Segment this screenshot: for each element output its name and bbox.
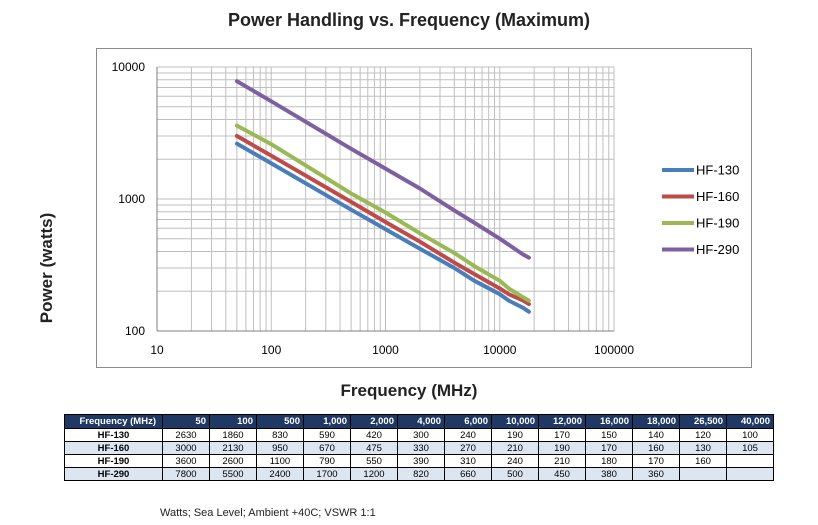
table-cell: 1200 <box>350 467 398 481</box>
series-line-hf-160 <box>234 134 531 307</box>
table-cell: 590 <box>303 428 351 442</box>
table-cell: 2400 <box>256 467 304 481</box>
x-tick-label: 1000 <box>372 343 399 357</box>
table-header-cell: 500 <box>256 414 304 429</box>
table-cell: 160 <box>632 441 680 455</box>
table-row: HF-290 7800 5500 2400 1700 1200 820 660 500 450 38… <box>64 467 774 481</box>
table-row-label: HF-190 <box>64 454 163 468</box>
table-cell: 160 <box>679 454 727 468</box>
legend-label-hf-130: HF-130 <box>696 163 739 178</box>
table-cell: 170 <box>538 428 586 442</box>
chart-canvas: 10 100 1000 10000 100000 100 1000 10000 HF-130 HF… <box>112 60 740 357</box>
table-row-label: HF-130 <box>64 428 163 442</box>
series-line-hf-130 <box>234 141 531 314</box>
table-cell: 670 <box>303 441 351 455</box>
table-cell: 7800 <box>162 467 210 481</box>
x-axis-label: Frequency (MHz) <box>340 381 478 400</box>
table-cell <box>726 454 774 468</box>
table-row: HF-190 3600 2600 1100 790 550 390 310 240 210 180 1… <box>64 454 774 468</box>
table-row-label: HF-290 <box>64 467 163 481</box>
table-cell: 2130 <box>209 441 257 455</box>
table-cell: 475 <box>350 441 398 455</box>
table-cell: 180 <box>585 454 633 468</box>
table-cell <box>726 467 774 481</box>
table-cell: 500 <box>491 467 539 481</box>
table-cell: 950 <box>256 441 304 455</box>
table-cell: 300 <box>397 428 445 442</box>
table-cell: 130 <box>679 441 727 455</box>
table-cell: 660 <box>444 467 492 481</box>
table-header-cell: 50 <box>162 414 210 429</box>
table-cell: 3000 <box>162 441 210 455</box>
table-header-cell: 26,500 <box>679 414 727 429</box>
table-cell: 1700 <box>303 467 351 481</box>
y-tick-label: 10000 <box>112 60 146 74</box>
table-cell: 105 <box>726 441 774 455</box>
table-cell: 210 <box>538 454 586 468</box>
table-cell: 820 <box>397 467 445 481</box>
table-cell: 310 <box>444 454 492 468</box>
table-cell: 830 <box>256 428 304 442</box>
table-cell: 1860 <box>209 428 257 442</box>
table-row: HF-160 3000 2130 950 670 475 330 270 210 190 170 16… <box>64 441 774 455</box>
footnote: Watts; Sea Level; Ambient +40C; VSWR 1:1 <box>160 507 376 519</box>
table-cell: 240 <box>491 454 539 468</box>
table-cell: 380 <box>585 467 633 481</box>
table-body: HF-130 2630 1860 830 590 420 300 240 190 170 150 14… <box>64 428 774 481</box>
table-header-cell: 6,000 <box>444 414 492 429</box>
table-cell: 330 <box>397 441 445 455</box>
table-cell: 550 <box>350 454 398 468</box>
y-tick-label: 1000 <box>118 192 145 206</box>
table-cell: 150 <box>585 428 633 442</box>
table-header-label: Frequency (MHz) <box>64 414 163 429</box>
chart-frame <box>96 48 752 368</box>
table-cell: 100 <box>726 428 774 442</box>
table-cell: 2600 <box>209 454 257 468</box>
table-cell: 5500 <box>209 467 257 481</box>
table-cell: 450 <box>538 467 586 481</box>
legend-label-hf-160: HF-160 <box>696 189 739 204</box>
table-row-label: HF-160 <box>64 441 163 455</box>
table-cell: 240 <box>444 428 492 442</box>
table-header-cell: 16,000 <box>585 414 633 429</box>
x-tick-label: 100 <box>261 343 281 357</box>
table-row: HF-130 2630 1860 830 590 420 300 240 190 170 150 14… <box>64 428 774 442</box>
table-cell: 210 <box>491 441 539 455</box>
table-cell: 420 <box>350 428 398 442</box>
table-cell: 3600 <box>162 454 210 468</box>
table-header-cell: 4,000 <box>397 414 445 429</box>
table-header-cell: 10,000 <box>491 414 539 429</box>
table-cell: 360 <box>632 467 680 481</box>
series-line-hf-190 <box>234 123 531 303</box>
table-cell: 120 <box>679 428 727 442</box>
chart-title: Power Handling vs. Frequency (Maximum) <box>227 10 591 30</box>
table-header-cell: 1,000 <box>303 414 351 429</box>
table-header-cell: 40,000 <box>726 414 774 429</box>
table-header-row: Frequency (MHz) 50 100 500 1,000 2,000 4,000 6,… <box>64 414 774 429</box>
table-cell: 790 <box>303 454 351 468</box>
series-line-hf-290 <box>234 79 531 260</box>
table-header-cell: 12,000 <box>538 414 586 429</box>
table-cell: 190 <box>491 428 539 442</box>
table-cell: 2630 <box>162 428 210 442</box>
data-table: Frequency (MHz) 50 100 500 1,000 2,000 4,000 6,… <box>64 414 774 481</box>
table-cell: 140 <box>632 428 680 442</box>
y-tick-label: 100 <box>125 324 145 338</box>
x-tick-label: 10000 <box>483 343 517 357</box>
table-cell: 270 <box>444 441 492 455</box>
table-cell: 170 <box>632 454 680 468</box>
table-cell: 190 <box>538 441 586 455</box>
table-cell: 1100 <box>256 454 304 468</box>
table-cell: 390 <box>397 454 445 468</box>
x-tick-label: 10 <box>150 343 164 357</box>
legend-label-hf-290: HF-290 <box>696 242 739 257</box>
x-tick-label: 100000 <box>594 343 634 357</box>
table-header-cell: 18,000 <box>632 414 680 429</box>
table-cell: 170 <box>585 441 633 455</box>
table-header-cell: 100 <box>209 414 257 429</box>
table-header-cell: 2,000 <box>350 414 398 429</box>
legend-label-hf-190: HF-190 <box>696 216 739 231</box>
table-cell <box>679 467 727 481</box>
